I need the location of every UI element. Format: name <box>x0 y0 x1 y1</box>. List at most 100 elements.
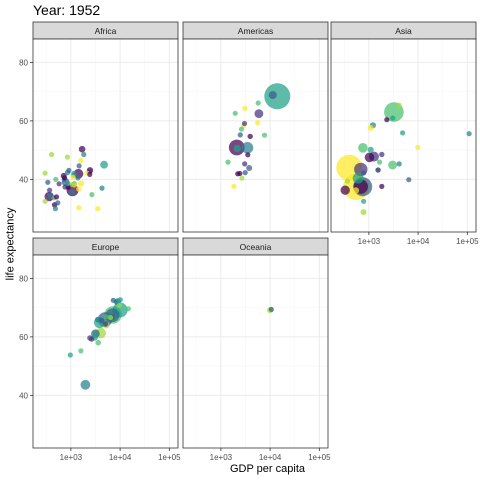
data-point <box>69 182 75 188</box>
y-tick-label: 60 <box>19 117 28 126</box>
x-axis-title: GDP per capita <box>230 463 306 475</box>
strip-label: Asia <box>395 26 412 36</box>
y-tick-label: 40 <box>19 391 28 400</box>
data-point <box>76 186 82 192</box>
facet-panel-oceania: Oceania 1e+03 1e+04 1e+05 <box>182 237 331 462</box>
data-point <box>352 187 360 194</box>
data-point <box>241 142 254 154</box>
data-point <box>78 180 85 187</box>
data-point <box>361 198 367 204</box>
x-tick-label: 1e+05 <box>308 453 331 462</box>
panel-border <box>32 38 179 233</box>
data-point <box>49 151 55 158</box>
data-point <box>241 120 248 127</box>
data-point <box>116 302 122 308</box>
data-point <box>70 174 76 180</box>
data-point <box>67 352 73 358</box>
data-point <box>103 321 109 327</box>
data-point <box>364 152 375 163</box>
x-tick-label: 1e+03 <box>358 237 381 246</box>
data-point <box>65 180 71 187</box>
data-point <box>396 102 402 108</box>
panel-border <box>330 38 477 233</box>
data-point <box>87 171 93 177</box>
panel-border <box>32 254 179 449</box>
x-tick-label: 1e+04 <box>259 453 282 462</box>
data-point <box>379 183 385 189</box>
data-point <box>108 315 114 321</box>
data-point <box>47 192 53 198</box>
x-tick-label: 1e+03 <box>60 453 83 462</box>
data-point <box>360 209 367 216</box>
data-point <box>225 159 231 165</box>
data-point <box>415 144 421 151</box>
data-point <box>232 110 238 116</box>
x-tick-label: 1e+03 <box>210 453 233 462</box>
panel-border <box>182 254 329 449</box>
data-point <box>103 314 109 320</box>
data-point <box>78 145 86 153</box>
data-point <box>400 130 406 136</box>
data-point <box>78 157 84 163</box>
panel-border <box>182 38 329 233</box>
data-point <box>242 161 248 167</box>
data-point <box>231 183 237 189</box>
data-point <box>95 339 101 346</box>
data-point <box>245 152 251 158</box>
data-point <box>53 176 59 182</box>
panel-background <box>331 39 476 232</box>
data-point <box>254 109 264 118</box>
data-point <box>239 175 245 181</box>
data-point <box>100 160 108 169</box>
data-point <box>99 317 105 324</box>
data-point <box>117 297 123 303</box>
data-point <box>255 100 261 106</box>
data-point <box>358 143 368 153</box>
facet-panel-africa: Africa 40 60 80 <box>19 21 179 233</box>
data-point <box>237 132 243 138</box>
data-point <box>396 161 402 167</box>
data-point <box>376 159 383 165</box>
data-point <box>76 205 82 211</box>
data-point <box>367 146 374 153</box>
data-point <box>367 124 374 131</box>
data-point <box>233 144 241 153</box>
data-point <box>110 297 116 303</box>
data-point <box>125 306 131 312</box>
data-point <box>78 348 84 354</box>
data-point <box>55 200 61 206</box>
data-point <box>268 306 274 312</box>
data-point <box>76 163 82 169</box>
data-point <box>466 131 472 137</box>
data-point <box>42 170 48 176</box>
data-point <box>340 185 350 195</box>
x-tick-label: 1e+04 <box>109 453 132 462</box>
data-point <box>65 184 71 190</box>
y-tick-label: 80 <box>19 274 28 283</box>
data-point <box>268 91 277 100</box>
data-point <box>235 171 241 177</box>
data-point <box>246 165 253 171</box>
panel-background <box>183 39 328 232</box>
y-axis-title: life expectancy <box>5 207 17 280</box>
y-tick-label: 40 <box>19 175 28 184</box>
data-point <box>56 181 62 187</box>
data-point <box>89 336 95 342</box>
strip-label: Africa <box>95 26 117 36</box>
data-point <box>255 120 261 126</box>
data-point <box>390 115 396 121</box>
data-point <box>406 177 412 183</box>
data-point <box>69 189 75 196</box>
data-point <box>388 160 397 170</box>
data-point <box>384 117 390 123</box>
data-point <box>81 151 87 158</box>
data-point <box>261 132 268 138</box>
data-point <box>375 167 381 173</box>
data-point <box>45 179 51 185</box>
data-point <box>53 194 60 200</box>
facet-panel-americas: Americas <box>182 21 329 233</box>
data-point <box>95 206 101 212</box>
data-point <box>80 379 91 390</box>
panel-background <box>183 255 328 448</box>
